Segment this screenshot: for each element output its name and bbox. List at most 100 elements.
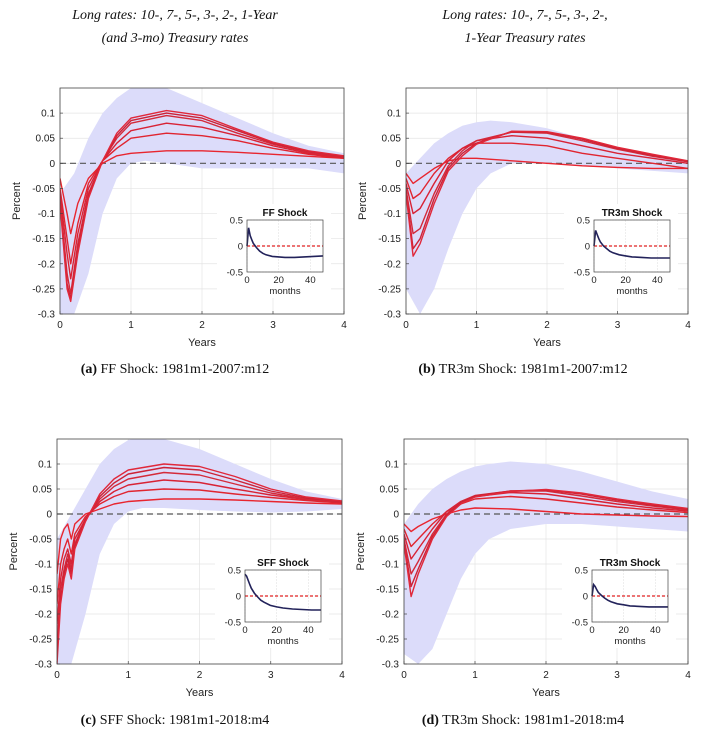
panel-b-xtick-label-3: 3	[615, 320, 621, 331]
caption-c-text: SFF Shock: 1981m1-2018:m4	[96, 713, 270, 728]
panel-c-xtick-label-3: 3	[268, 670, 274, 681]
panel-c-inset-xtick-0: 0	[242, 625, 247, 636]
panel-a-ytick-label-5: -0.05	[32, 184, 55, 195]
panel-b-ytick-label-6: 0	[395, 159, 401, 170]
caption-c-letter: (c)	[80, 713, 97, 728]
panel-b-inset-ytick-2: 0.5	[577, 216, 590, 227]
panel-c-xtick-label-2: 2	[197, 670, 203, 681]
panel-a-ytick-label-3: -0.15	[32, 234, 55, 245]
panel-c-inset-ytick-2: 0.5	[228, 566, 241, 577]
panel-c-ytick-label-1: -0.25	[29, 635, 52, 646]
panel-a-xtick-label-4: 4	[341, 320, 347, 331]
panel-d-inset-line	[591, 582, 668, 608]
panel-c: 0 1 2 3 4 -0.3 -0.25 -0.2 -0.15 -0.1 -0.05 0 0.05 0.1…	[8, 438, 345, 699]
panel-c-ylabel: Percent	[8, 533, 20, 571]
right-title-line2: 1-Year Treasury rates	[464, 31, 586, 46]
panel-c-ytick-label-4: -0.1	[35, 560, 53, 571]
panel-a-xtick-label-0: 0	[57, 320, 63, 331]
panel-a-ytick-label-0: -0.3	[38, 310, 56, 321]
panel-d-xtick-label-4: 4	[685, 670, 691, 681]
panel-b-clip-group	[406, 120, 688, 314]
panel-c-inset-title: SFF Shock	[257, 558, 309, 569]
panel-c-series-3-year	[57, 479, 342, 625]
caption-b-letter: (b)	[418, 362, 436, 377]
panel-d-xlabel: Years	[532, 687, 560, 699]
panel-a-xtick-label-2: 2	[199, 320, 205, 331]
panel-b-inset-ytick-0: -0.5	[574, 268, 590, 279]
panel-d-clip-group	[404, 461, 688, 664]
panel-a-series-2-year	[60, 132, 344, 265]
caption-b: (b) TR3m Shock: 1981m1-2007:m12	[358, 362, 688, 378]
panel-d-ytick-label-7: 0.05	[380, 485, 400, 496]
panel-a-series-5-year	[60, 114, 344, 295]
panel-b-ytick-label-4: -0.1	[384, 209, 402, 220]
panel-a-ytick-label-7: 0.05	[36, 134, 56, 145]
panel-b-xtick-label-1: 1	[474, 320, 480, 331]
panel-a-series-1-year	[60, 150, 344, 235]
panel-d-inset-xtick-2: 40	[650, 625, 661, 636]
panel-b-inset-xtick-1: 20	[620, 275, 631, 286]
panel-b-xtick-label-2: 2	[544, 320, 550, 331]
panel-b-ytick-label-3: -0.15	[378, 234, 401, 245]
panel-c-ytick-label-2: -0.2	[35, 610, 53, 621]
panel-c-series-1-year	[57, 498, 342, 575]
panel-a-series-10-year	[60, 109, 344, 303]
panel-b-ytick-label-8: 0.1	[387, 109, 401, 120]
panel-a-inset-xtick-2: 40	[305, 275, 316, 286]
panel-c-clip-group	[57, 439, 342, 664]
panel-b-xlabel: Years	[533, 337, 561, 349]
panel-a-inset-xlabel: months	[269, 286, 300, 297]
panel-d-xtick-label-0: 0	[401, 670, 407, 681]
panel-d-series-2-year	[404, 495, 688, 548]
panel-d-inset-frame	[591, 569, 669, 623]
panel-c-inset-ytick-0: -0.5	[225, 618, 241, 629]
panel-c-xtick-label-1: 1	[125, 670, 131, 681]
panel-a-inset-ytick-2: 0.5	[230, 216, 243, 227]
panel-d-inset-xtick-0: 0	[589, 625, 594, 636]
caption-a-letter: (a)	[80, 362, 98, 377]
caption-b-text: TR3m Shock: 1981m1-2007:m12	[435, 362, 628, 377]
panel-a-inset-xtick-1: 20	[273, 275, 284, 286]
panel-c-inset-xtick-1: 20	[271, 625, 282, 636]
panel-a-series-3-year	[60, 122, 344, 280]
panel-d-ytick-label-2: -0.2	[382, 610, 400, 621]
panel-c-ytick-label-8: 0.1	[38, 460, 52, 471]
panel-c-series-2-year	[57, 488, 342, 605]
left-title-line1: Long rates: 10-, 7-, 5-, 3-, 2-, 1-Year	[72, 8, 278, 23]
panel-b-ylabel: Percent	[357, 182, 369, 220]
panel-a-clip-group	[60, 88, 344, 314]
panel-b-inset-ytick-1: 0	[585, 242, 590, 253]
panel-b-ytick-label-5: -0.05	[378, 184, 401, 195]
panel-b-inset-title: TR3m Shock	[602, 208, 663, 219]
panel-c-ytick-label-5: -0.05	[29, 535, 52, 546]
panel-b-series-5-year	[406, 131, 688, 235]
panel-a-ytick-label-8: 0.1	[41, 109, 55, 120]
panel-a-inset-ytick-0: -0.5	[227, 268, 243, 279]
panel-a-xtick-label-3: 3	[270, 320, 276, 331]
panel-b: 0 1 2 3 4 -0.3 -0.25 -0.2 -0.15 -0.1 -0.05 0 0.05 0.1…	[357, 87, 691, 349]
caption-d-letter: (d)	[421, 713, 439, 728]
panel-d-xtick-label-3: 3	[614, 670, 620, 681]
panel-a-ytick-label-4: -0.1	[38, 209, 56, 220]
panel-b-series-1-year	[406, 157, 688, 185]
panel-d-inset-title: TR3m Shock	[600, 558, 661, 569]
panel-d-ytick-label-3: -0.15	[376, 585, 399, 596]
panel-c-series-10-year	[57, 463, 342, 664]
panel-a-xtick-label-1: 1	[128, 320, 134, 331]
panel-a-xlabel: Years	[188, 337, 216, 349]
panel-d-series-10-year	[404, 488, 688, 598]
panel-d-ylabel: Percent	[355, 533, 367, 571]
panel-c-ytick-label-7: 0.05	[33, 485, 53, 496]
panel-d: 0 1 2 3 4 -0.3 -0.25 -0.2 -0.15 -0.1 -0.05 0 0.05 0.1…	[355, 438, 691, 699]
panel-d-confidence-band	[404, 461, 688, 664]
panel-d-series-1-year	[404, 507, 688, 533]
panel-b-inset-frame	[593, 219, 671, 273]
panel-d-ytick-label-8: 0.1	[385, 460, 399, 471]
panel-d-ytick-label-6: 0	[393, 510, 399, 521]
panel-d-ytick-label-0: -0.3	[382, 660, 400, 671]
panel-c-inset-xtick-2: 40	[303, 625, 314, 636]
